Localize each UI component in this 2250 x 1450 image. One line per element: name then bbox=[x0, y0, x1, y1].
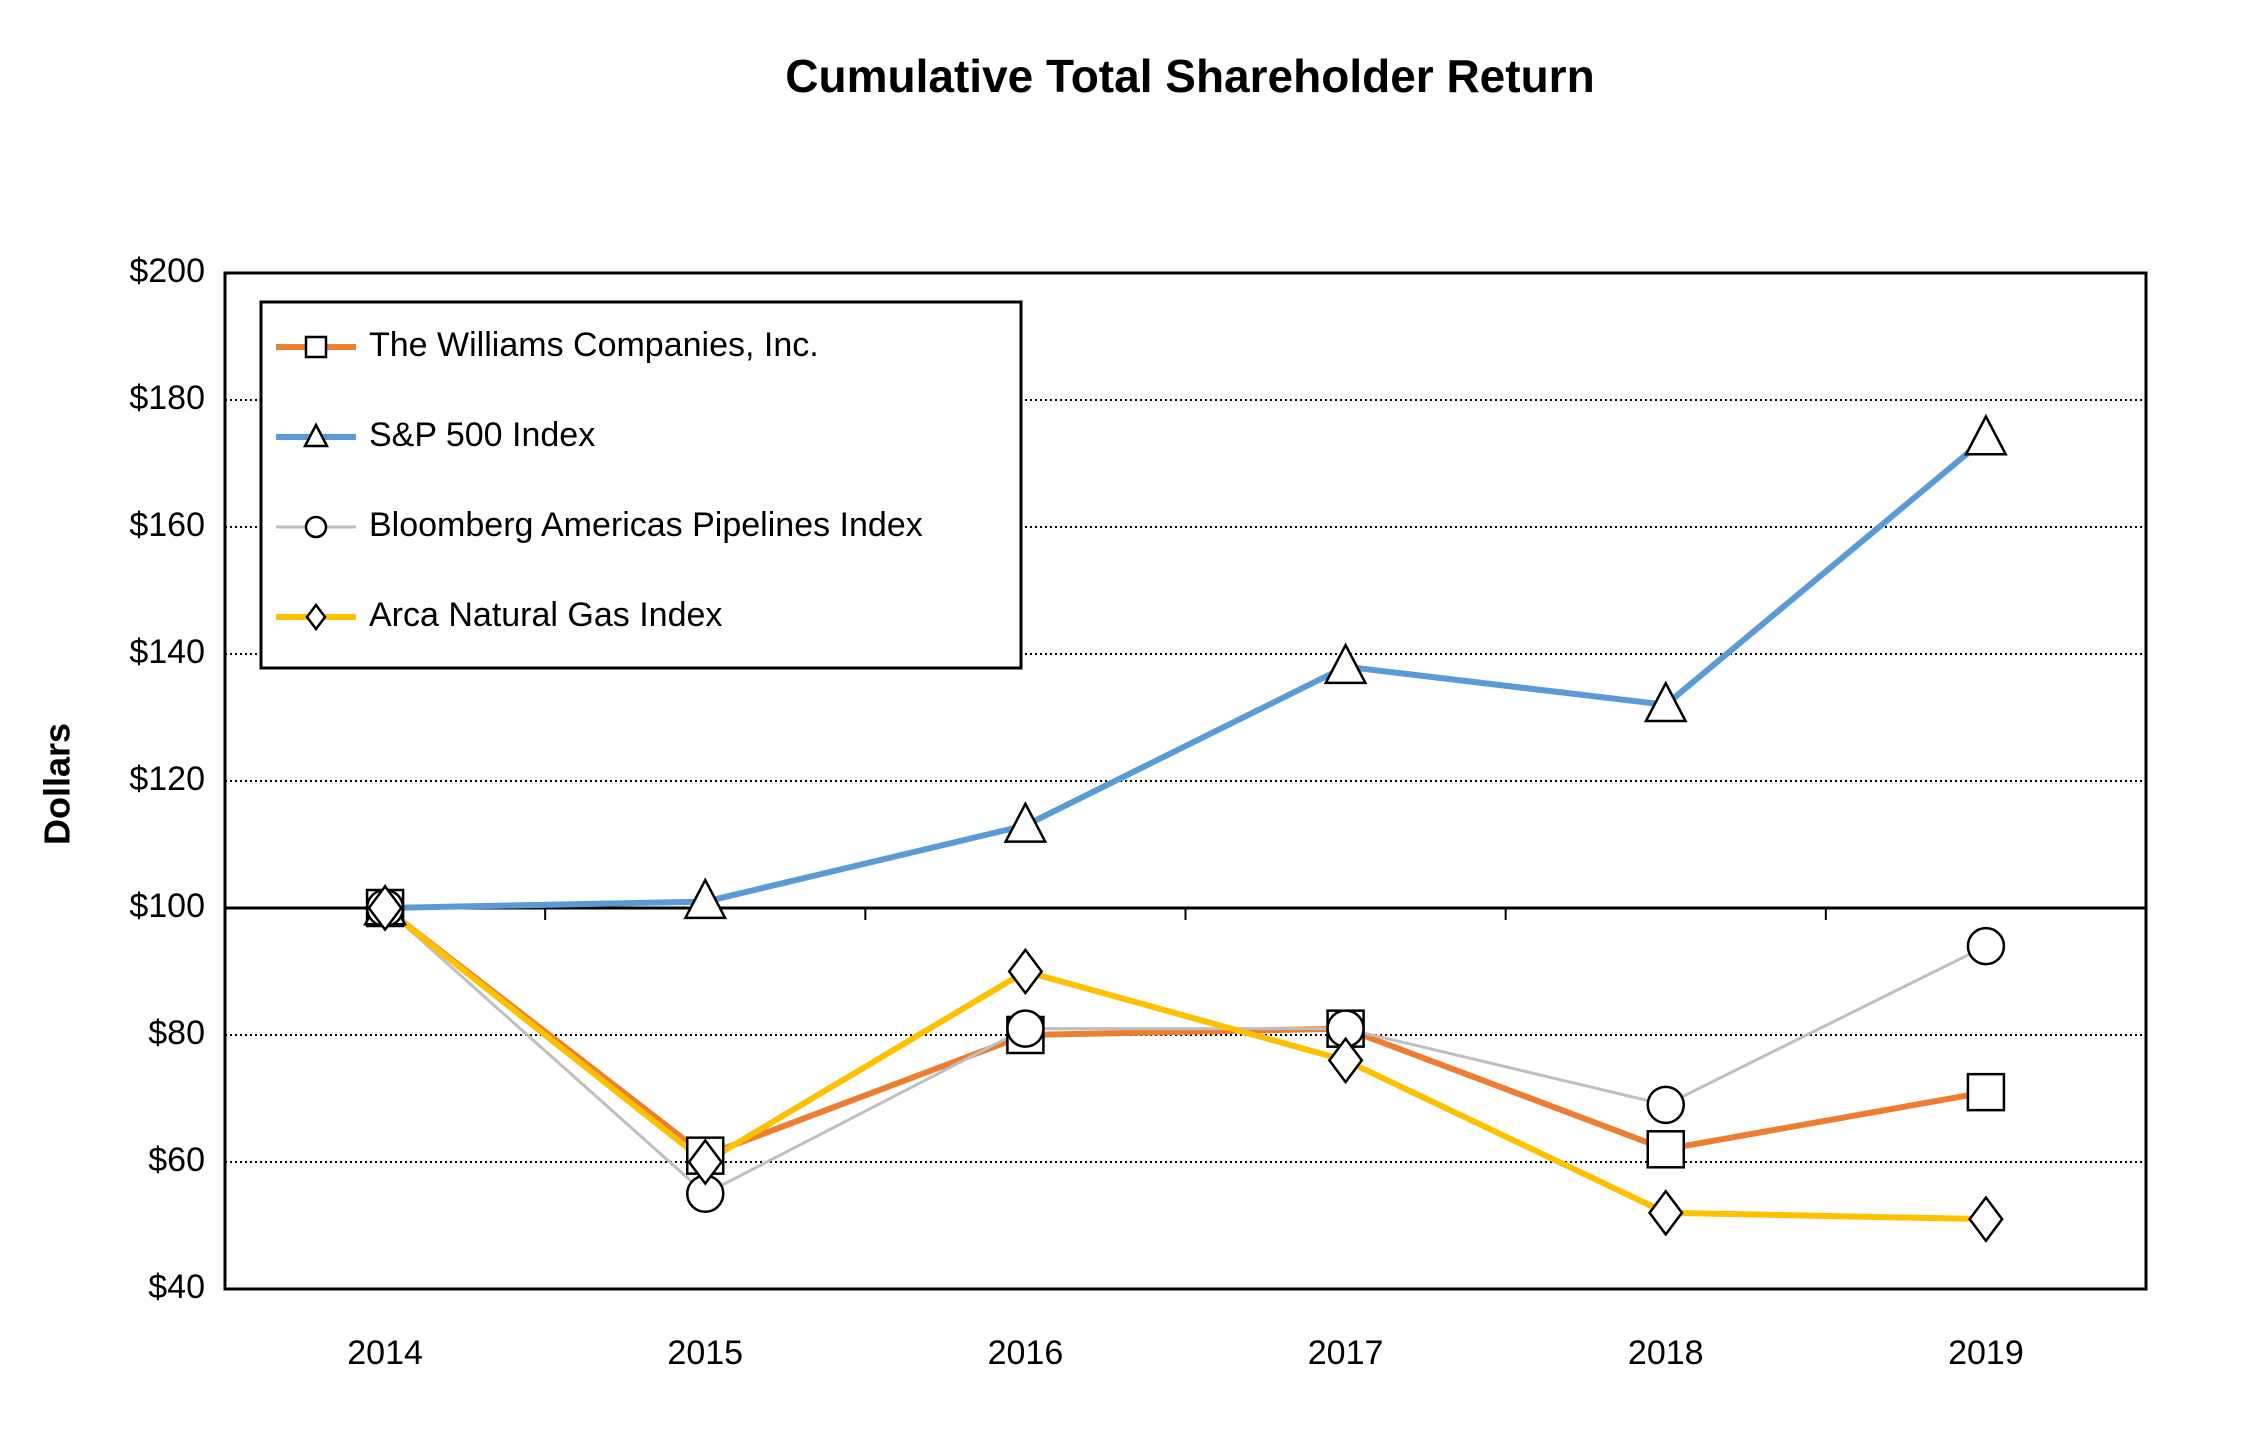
series-line bbox=[383, 905, 1987, 1159]
y-tick-label: $100 bbox=[129, 887, 205, 925]
plot-frame bbox=[223, 271, 2148, 1291]
marker bbox=[1327, 1036, 1364, 1085]
y-tick-label: $200 bbox=[129, 252, 205, 290]
legend-label: S&P 500 Index bbox=[369, 416, 595, 454]
y-tick-label: $120 bbox=[129, 760, 205, 798]
marker bbox=[1003, 801, 1048, 843]
marker bbox=[302, 422, 330, 448]
y-tick-label: $60 bbox=[148, 1141, 205, 1179]
x-tick-label: 2017 bbox=[1308, 1334, 1384, 1372]
x-tick-label: 2019 bbox=[1948, 1334, 2024, 1372]
chart-title: Cumulative Total Shareholder Return bbox=[785, 50, 1594, 102]
series-line bbox=[384, 906, 1987, 1196]
marker bbox=[1966, 1072, 2006, 1112]
y-tick-label: $80 bbox=[148, 1014, 205, 1052]
y-tick-label: $140 bbox=[129, 633, 205, 671]
legend-box bbox=[259, 300, 1023, 670]
marker bbox=[367, 884, 403, 932]
marker bbox=[1006, 1009, 1045, 1048]
marker bbox=[304, 515, 328, 539]
x-tick-label: 2015 bbox=[667, 1334, 743, 1372]
marker bbox=[305, 602, 327, 632]
x-tick-label: 2014 bbox=[347, 1334, 423, 1372]
marker bbox=[304, 335, 328, 359]
marker bbox=[1968, 1195, 2004, 1243]
marker bbox=[1966, 926, 2006, 966]
legend-label: Bloomberg Americas Pipelines Index bbox=[369, 506, 923, 544]
marker bbox=[1646, 1085, 1685, 1125]
x-tick-label: 2016 bbox=[988, 1334, 1064, 1372]
legend-label: Arca Natural Gas Index bbox=[369, 596, 722, 634]
marker bbox=[1964, 413, 2008, 456]
marker bbox=[687, 1138, 724, 1186]
marker bbox=[683, 877, 728, 920]
y-tick-label: $160 bbox=[129, 506, 205, 544]
y-axis-label: Dollars bbox=[37, 723, 78, 845]
marker bbox=[1643, 680, 1688, 723]
y-tick-label: $40 bbox=[148, 1268, 205, 1306]
marker bbox=[1646, 1130, 1685, 1169]
legend-label: The Williams Companies, Inc. bbox=[369, 326, 819, 364]
series-line bbox=[385, 435, 1988, 911]
marker bbox=[1323, 642, 1368, 685]
marker bbox=[1647, 1189, 1684, 1237]
y-tick-label: $180 bbox=[129, 379, 205, 417]
marker bbox=[1007, 947, 1044, 996]
series-line bbox=[383, 905, 1986, 1223]
x-tick-label: 2018 bbox=[1628, 1334, 1704, 1372]
